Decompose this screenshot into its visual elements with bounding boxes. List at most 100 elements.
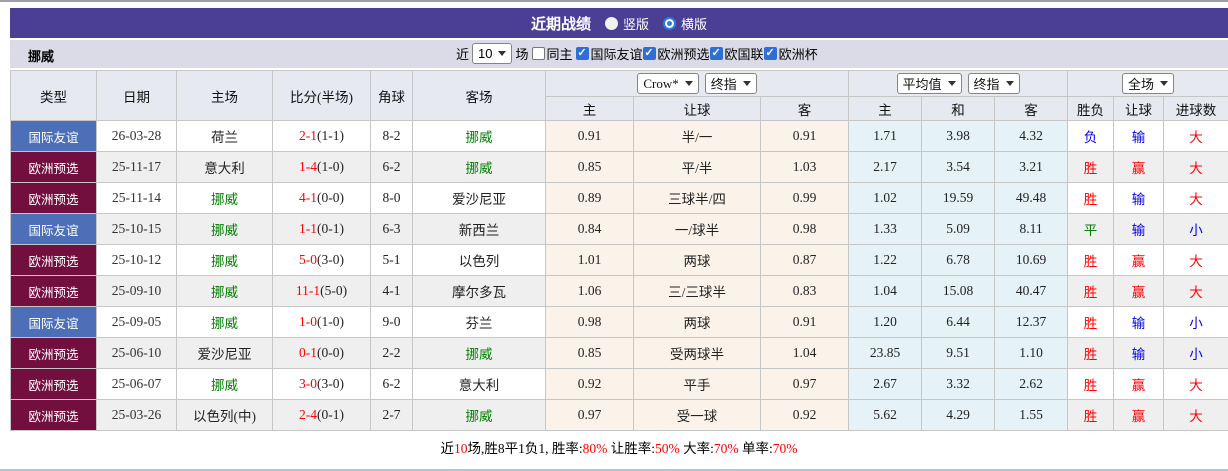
crow-away-odds: 0.92 — [761, 400, 849, 431]
crow-handicap: 两球 — [634, 307, 761, 338]
avg-away-odds: 4.32 — [995, 121, 1068, 152]
top-strip — [0, 0, 1228, 8]
result-goals: 大 — [1164, 183, 1228, 214]
result-handicap: 输 — [1114, 214, 1164, 245]
avg-home-odds: 1.04 — [849, 276, 922, 307]
type-badge: 欧洲预选 — [11, 369, 97, 400]
result-wdl: 胜 — [1068, 307, 1114, 338]
crow-home-odds: 0.97 — [546, 400, 634, 431]
type-badge: 国际友谊 — [11, 214, 97, 245]
avg-away-odds: 2.62 — [995, 369, 1068, 400]
horizontal-layout-radio[interactable]: 横版 — [663, 14, 707, 33]
type-badge: 欧洲预选 — [11, 152, 97, 183]
halftime-score: (1-0) — [317, 159, 344, 174]
crow-handicap: 三球半/四 — [634, 183, 761, 214]
score-cell: 2-4(0-1) — [273, 400, 371, 431]
col-header-corner: 角球 — [371, 71, 413, 121]
result-group-header: 全场 — [1068, 71, 1228, 97]
away-team: 摩尔多瓦 — [413, 276, 546, 307]
fulltime-score: 1-1 — [299, 221, 317, 236]
title-bar: 近期战绩 竖版 横版 — [10, 8, 1228, 38]
avg-home-odds: 1.22 — [849, 245, 922, 276]
fulltime-score: 0-1 — [299, 345, 317, 360]
avg-away-odds: 49.48 — [995, 183, 1068, 214]
recent-results-panel: 近期战绩 竖版 横版 挪威 近 10 场 同主 ✓国际友谊✓欧洲预选✓欧国联✓欧… — [10, 8, 1228, 461]
result-goals: 大 — [1164, 400, 1228, 431]
away-team: 芬兰 — [413, 307, 546, 338]
result-handicap: 输 — [1114, 338, 1164, 369]
summary-segment: 让胜率: — [607, 441, 655, 456]
fulltime-score: 1-4 — [299, 159, 317, 174]
halftime-score: (3-0) — [317, 376, 344, 391]
league-checkbox[interactable]: ✓ — [576, 47, 589, 60]
crow-company-select[interactable]: Crow* — [637, 73, 698, 94]
crow-home-odds: 0.92 — [546, 369, 634, 400]
avg-home-odds: 1.02 — [849, 183, 922, 214]
avg-home-odds: 1.71 — [849, 121, 922, 152]
match-date: 25-06-10 — [97, 338, 177, 369]
league-filter: ✓欧洲预选 — [643, 44, 710, 63]
league-filter: ✓欧洲杯 — [764, 44, 818, 63]
crow-home-odds: 1.01 — [546, 245, 634, 276]
summary-segment: 80% — [583, 441, 608, 456]
league-checkbox[interactable]: ✓ — [710, 47, 723, 60]
away-team: 挪威 — [413, 121, 546, 152]
team-name-label: 挪威 — [28, 46, 54, 65]
crow-home-odds: 0.84 — [546, 214, 634, 245]
col-header-score: 比分(半场) — [273, 71, 371, 121]
league-checkbox[interactable]: ✓ — [643, 47, 656, 60]
away-team: 以色列 — [413, 245, 546, 276]
crow-away-odds: 0.98 — [761, 214, 849, 245]
scope-select[interactable]: 全场 — [1122, 73, 1174, 94]
score-cell: 5-0(3-0) — [273, 245, 371, 276]
corner-score: 2-7 — [371, 400, 413, 431]
filter-group: 近 10 场 同主 ✓国际友谊✓欧洲预选✓欧国联✓欧洲杯 — [456, 43, 818, 64]
avg-home-odds: 5.62 — [849, 400, 922, 431]
result-goals: 大 — [1164, 121, 1228, 152]
result-handicap: 输 — [1114, 183, 1164, 214]
halftime-score: (1-0) — [317, 314, 344, 329]
subheader-avg-away: 客 — [995, 97, 1068, 121]
page-title: 近期战绩 — [531, 13, 591, 34]
match-date: 25-06-07 — [97, 369, 177, 400]
col-header-home: 主场 — [177, 71, 273, 121]
avg-index-select[interactable]: 终指 — [968, 73, 1020, 94]
summary-segment: 单率: — [739, 441, 773, 456]
result-wdl: 胜 — [1068, 338, 1114, 369]
avg-away-odds: 1.10 — [995, 338, 1068, 369]
crow-odds-group-header: Crow* 终指 — [546, 71, 849, 97]
home-team: 挪威 — [177, 276, 273, 307]
same-home-checkbox[interactable] — [532, 47, 545, 60]
corner-score: 5-1 — [371, 245, 413, 276]
halftime-score: (5-0) — [320, 283, 347, 298]
avg-draw-odds: 6.44 — [922, 307, 995, 338]
vertical-layout-radio[interactable]: 竖版 — [605, 14, 649, 33]
crow-index-select[interactable]: 终指 — [705, 73, 757, 94]
halftime-score: (0-0) — [317, 345, 344, 360]
subheader-avg-draw: 和 — [922, 97, 995, 121]
avg-draw-odds: 15.08 — [922, 276, 995, 307]
vertical-layout-label: 竖版 — [623, 14, 649, 33]
corner-score: 8-2 — [371, 121, 413, 152]
col-header-date: 日期 — [97, 71, 177, 121]
recent-count-select[interactable]: 10 — [472, 43, 512, 64]
avg-company-select[interactable]: 平均值 — [897, 73, 962, 94]
radio-selected-icon — [663, 17, 676, 30]
score-cell: 11-1(5-0) — [273, 276, 371, 307]
home-team: 挪威 — [177, 307, 273, 338]
result-wdl: 胜 — [1068, 183, 1114, 214]
fulltime-score: 2-4 — [299, 407, 317, 422]
recent-suffix-label: 场 — [515, 44, 528, 63]
result-goals: 大 — [1164, 152, 1228, 183]
avg-draw-odds: 4.29 — [922, 400, 995, 431]
away-team: 挪威 — [413, 152, 546, 183]
score-cell: 2-1(1-1) — [273, 121, 371, 152]
result-goals: 大 — [1164, 369, 1228, 400]
league-checkbox[interactable]: ✓ — [764, 47, 777, 60]
type-badge: 欧洲预选 — [11, 245, 97, 276]
